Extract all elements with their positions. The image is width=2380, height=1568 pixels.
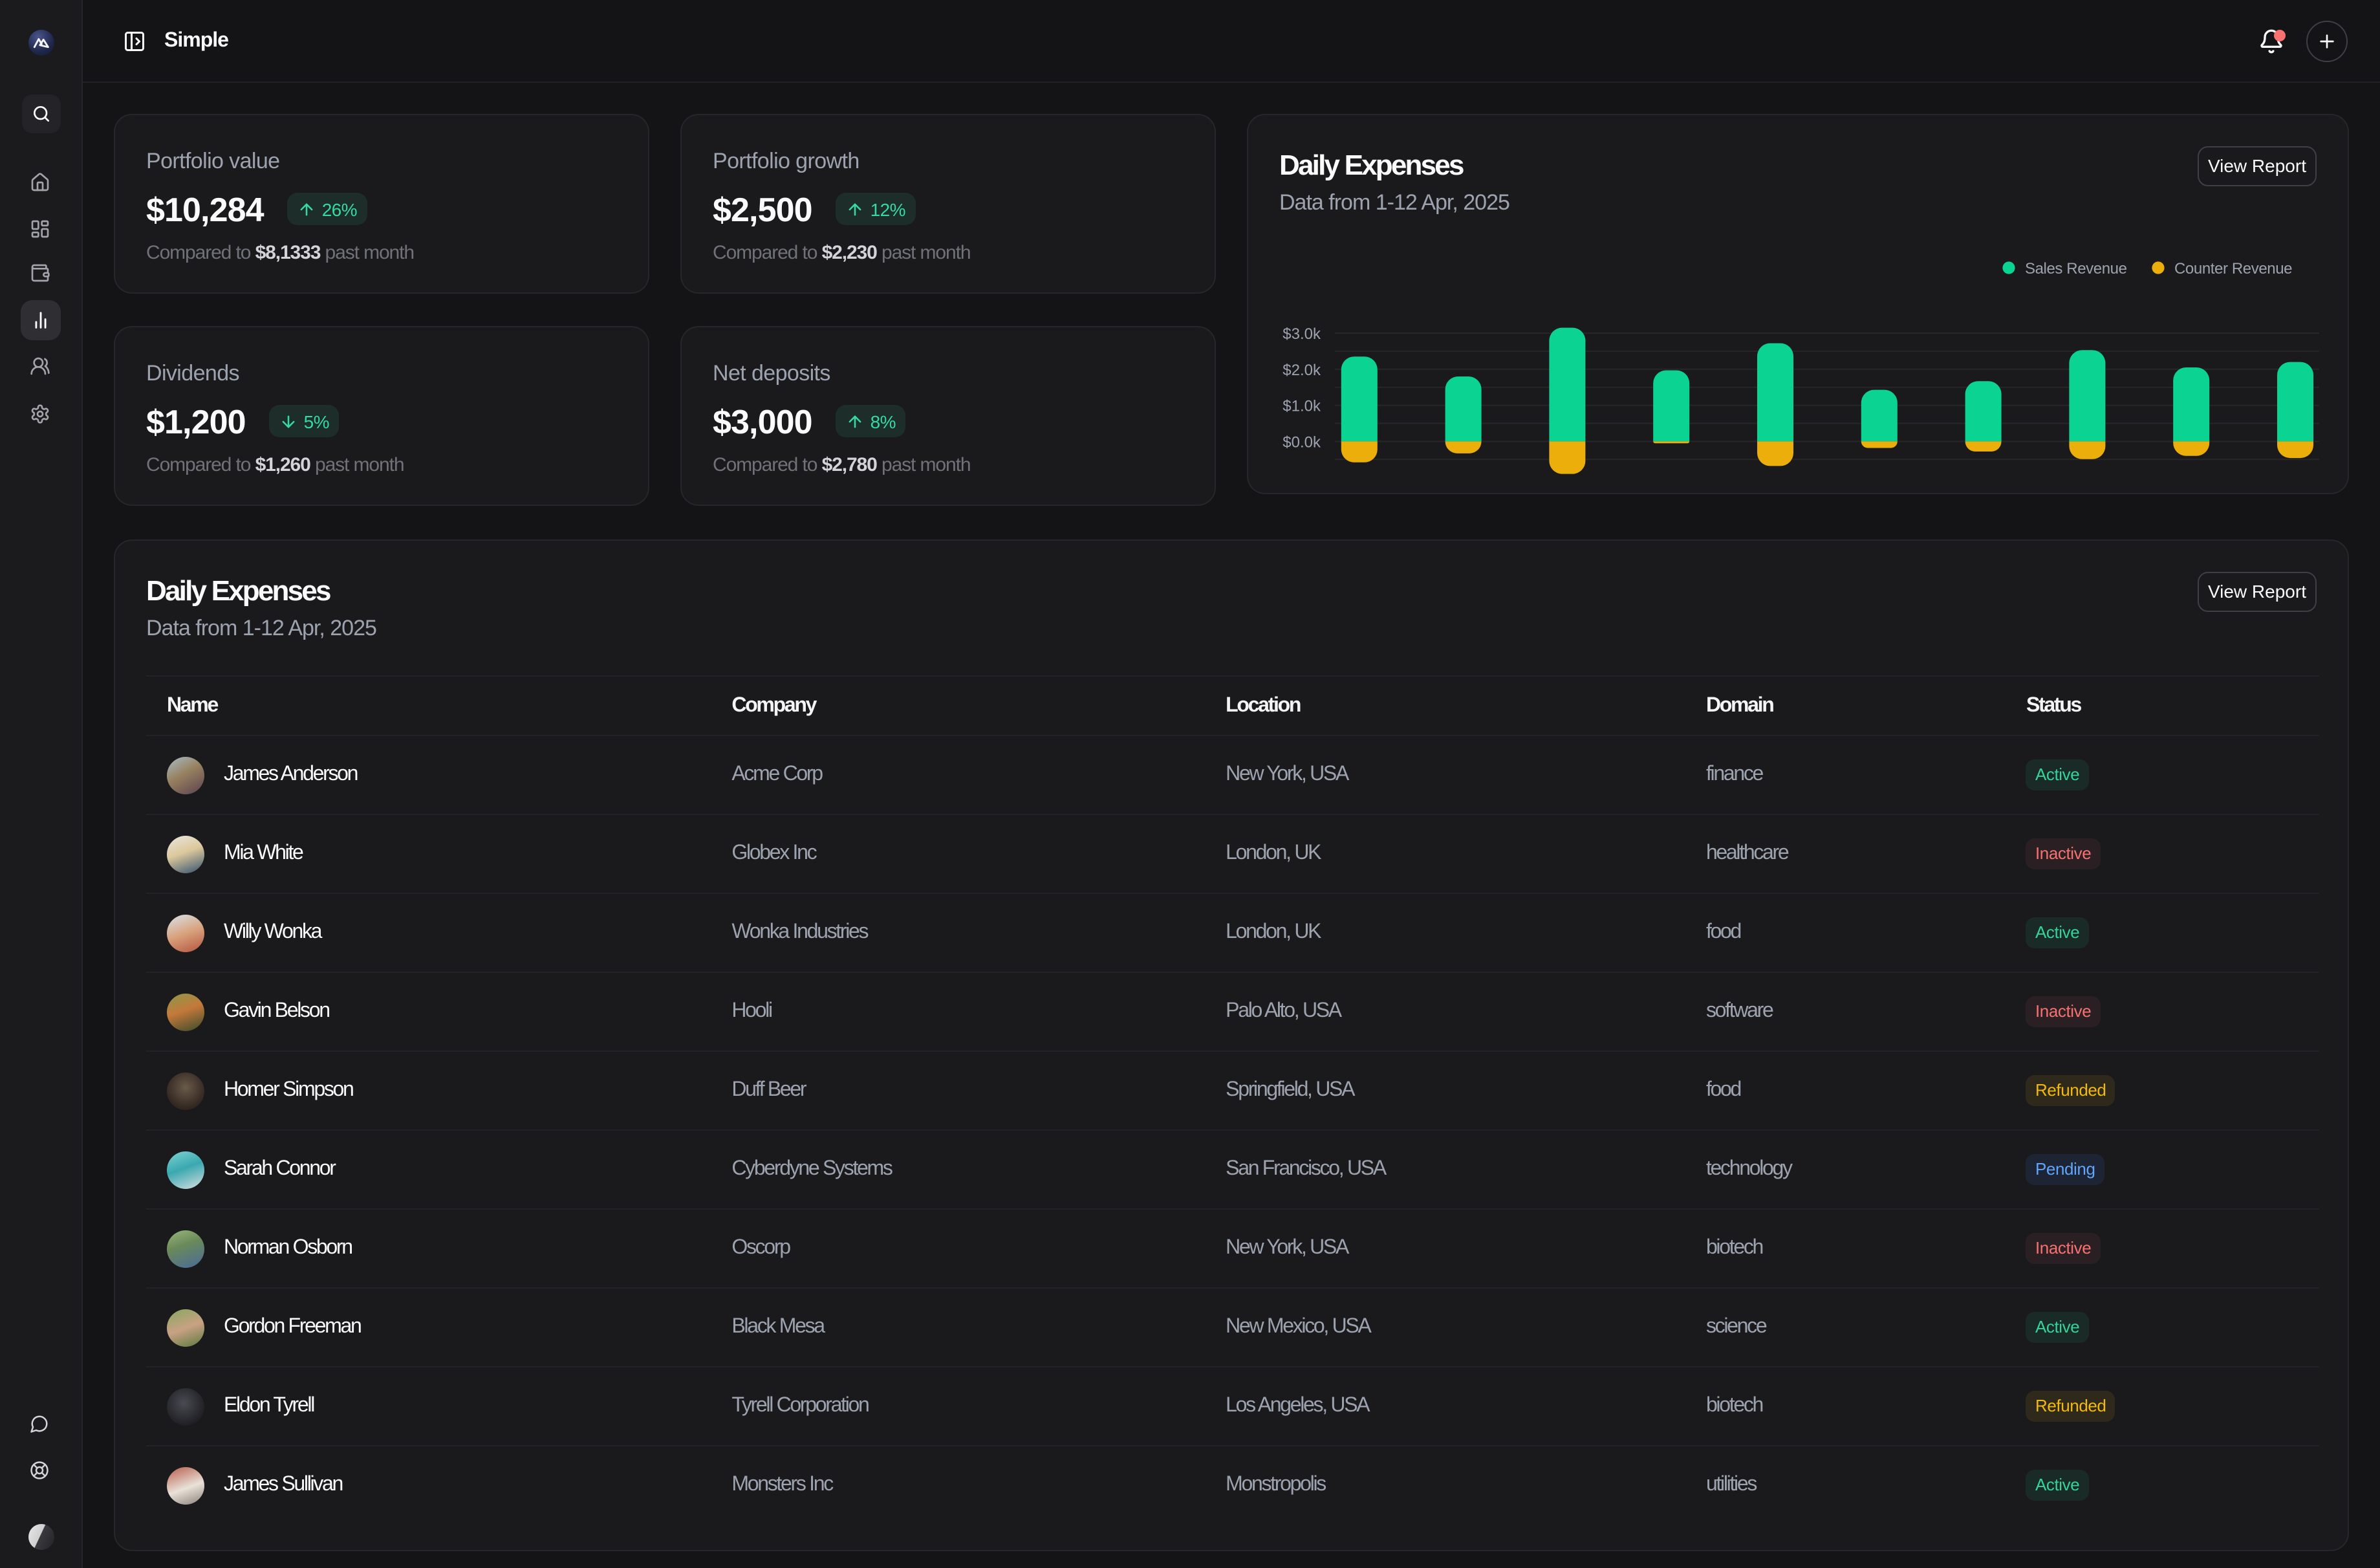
svg-text:Sales Revenue: Sales Revenue — [2025, 260, 2127, 278]
svg-text:Counter Revenue: Counter Revenue — [2174, 260, 2292, 278]
svg-text:$3.0k: $3.0k — [1282, 325, 1321, 343]
svg-text:$2.0k: $2.0k — [1282, 362, 1321, 379]
svg-text:$1.0k: $1.0k — [1282, 398, 1321, 415]
svg-text:$0.0k: $0.0k — [1282, 433, 1321, 451]
